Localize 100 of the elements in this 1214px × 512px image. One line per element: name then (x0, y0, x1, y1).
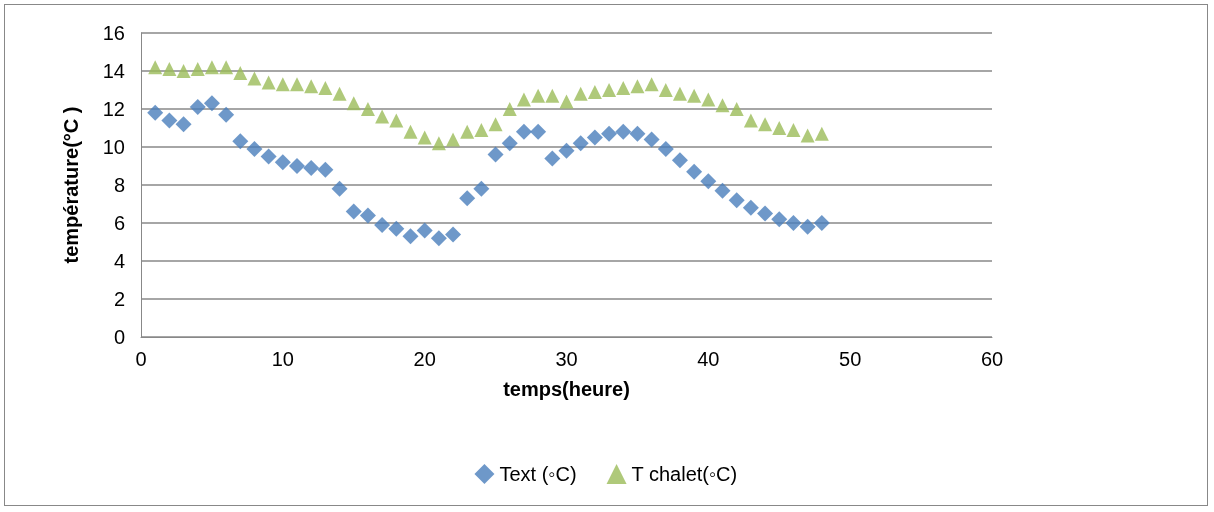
point (175, 116, 192, 133)
point (729, 102, 744, 116)
x-tick-label: 60 (980, 348, 1004, 370)
y-tick-label: 6 (113, 212, 125, 234)
point (445, 226, 462, 243)
point (785, 215, 802, 231)
point (488, 117, 503, 132)
point (758, 117, 773, 132)
point (147, 104, 164, 121)
point (474, 122, 489, 137)
point (402, 228, 419, 245)
point (701, 92, 716, 107)
point (786, 122, 801, 137)
point (162, 62, 177, 77)
point (148, 60, 163, 75)
point (799, 218, 816, 235)
x-axis-title: temps(heure) (503, 378, 630, 400)
y-tick-label: 8 (113, 174, 125, 196)
point (714, 182, 731, 199)
x-tick-label: 30 (555, 348, 578, 370)
point (531, 88, 546, 103)
point (204, 60, 219, 75)
point (375, 109, 390, 124)
point (203, 95, 220, 112)
point (813, 215, 830, 231)
x-tick-label: 10 (271, 348, 294, 370)
point (658, 83, 673, 97)
point (800, 128, 815, 143)
point (332, 86, 347, 101)
point (657, 140, 674, 157)
y-tick-label: 2 (113, 288, 125, 310)
point (757, 205, 774, 222)
y-tick-label: 4 (113, 250, 125, 272)
point (403, 124, 418, 139)
point (289, 158, 306, 174)
point (290, 77, 305, 92)
y-tick-label: 10 (102, 136, 125, 158)
point (630, 79, 645, 94)
point (246, 140, 263, 157)
point (374, 216, 391, 233)
point (671, 152, 688, 169)
x-tick-label: 20 (413, 348, 436, 370)
point (728, 192, 745, 209)
point (303, 159, 320, 176)
point (261, 75, 276, 90)
point (416, 222, 433, 239)
point (346, 96, 361, 111)
point (359, 207, 376, 224)
point (558, 142, 575, 159)
point (587, 84, 602, 99)
point (318, 81, 333, 96)
point (530, 123, 547, 140)
point (544, 150, 561, 167)
point (715, 98, 730, 113)
point (232, 133, 249, 150)
point (643, 131, 660, 148)
point (219, 60, 234, 75)
point (672, 86, 687, 101)
point (233, 65, 248, 80)
legend-label: T chalet(◦C) (631, 463, 738, 485)
point (161, 112, 178, 129)
point (460, 124, 475, 139)
point (459, 190, 476, 207)
legend-label: Text (◦C) (499, 463, 577, 485)
point (629, 125, 646, 142)
point (430, 230, 447, 247)
point (687, 88, 702, 103)
point (814, 126, 829, 141)
x-tick-label: 50 (839, 348, 862, 370)
point (218, 106, 235, 123)
point (304, 79, 319, 94)
point (616, 81, 631, 96)
y-tick-label: 14 (102, 60, 125, 82)
point (516, 92, 531, 107)
point (572, 135, 589, 152)
point (743, 113, 758, 128)
point (545, 88, 560, 103)
point (388, 220, 405, 237)
y-tick-label: 0 (113, 326, 125, 348)
point (502, 102, 517, 116)
point (417, 130, 432, 145)
point (771, 211, 788, 228)
y-axis-title: température(°C ) (60, 106, 82, 264)
point (586, 129, 603, 146)
point (615, 123, 632, 140)
point (501, 135, 518, 152)
point (247, 71, 262, 86)
point (742, 199, 759, 216)
x-tick-label: 40 (697, 348, 720, 370)
point (189, 99, 206, 116)
point (515, 123, 532, 140)
point (601, 125, 618, 142)
point (260, 148, 277, 165)
point (431, 136, 446, 151)
x-tick-label: 0 (135, 348, 147, 370)
point (473, 180, 490, 197)
point (772, 121, 787, 135)
point (274, 154, 291, 171)
point (644, 77, 659, 92)
point (446, 132, 461, 147)
